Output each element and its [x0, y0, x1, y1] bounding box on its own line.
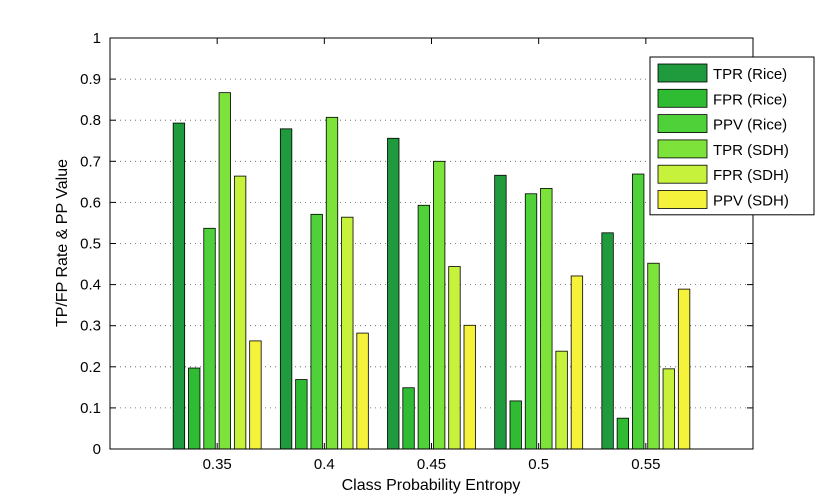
- legend-swatch: [657, 190, 708, 209]
- bar-ppv-sdh-0.5: [570, 275, 584, 450]
- bar-fpr-rice-0.35: [188, 367, 201, 450]
- bar-ppv-rice-0.35: [203, 227, 216, 450]
- x-tick-label: 0.35: [203, 456, 232, 473]
- legend-label: TPR (Rice): [713, 66, 787, 83]
- bar-tpr-rice-0.4: [279, 128, 293, 450]
- bar-tpr-rice-0.5: [494, 174, 507, 450]
- bar-fpr-sdh-0.45: [448, 266, 461, 450]
- bar-ppv-rice-0.5: [524, 193, 538, 450]
- legend-swatch: [657, 139, 708, 159]
- x-axis-label: Class Probability Entropy: [342, 477, 521, 494]
- bar-ppv-rice-0.55: [632, 173, 645, 450]
- bar-fpr-sdh-0.4: [341, 216, 354, 450]
- bar-fpr-rice-0.45: [402, 387, 415, 450]
- bar-fpr-rice-0.55: [616, 417, 630, 450]
- x-tick-label: 0.55: [631, 456, 660, 473]
- bar-fpr-rice-0.5: [509, 400, 522, 450]
- legend-swatch: [657, 114, 708, 133]
- x-tick-label: 0.4: [314, 456, 335, 473]
- bar-fpr-sdh-0.35: [233, 175, 247, 450]
- bar-ppv-sdh-0.45: [463, 324, 476, 450]
- bar-fpr-sdh-0.55: [662, 368, 675, 450]
- bar-tpr-sdh-0.4: [325, 116, 339, 450]
- bar-tpr-rice-0.45: [387, 137, 400, 450]
- legend-label: TPR (SDH): [713, 142, 789, 159]
- bar-ppv-sdh-0.4: [356, 332, 369, 450]
- y-tick-label: 0.2: [80, 359, 101, 376]
- legend-box: [649, 56, 815, 216]
- legend-swatch: [657, 164, 708, 184]
- y-tick-label: 0.4: [80, 277, 101, 294]
- bar-fpr-rice-0.4: [295, 379, 308, 450]
- y-tick-label: 0.7: [80, 153, 101, 170]
- legend-label: PPV (Rice): [713, 117, 787, 134]
- bar-ppv-sdh-0.35: [249, 340, 262, 450]
- bar-fpr-sdh-0.5: [555, 350, 568, 450]
- bar-ppv-sdh-0.55: [677, 288, 691, 450]
- bar-tpr-sdh-0.5: [540, 188, 553, 450]
- bar-tpr-sdh-0.45: [432, 160, 446, 450]
- y-tick-label: 0.8: [80, 112, 101, 129]
- bar-ppv-rice-0.45: [417, 204, 431, 450]
- y-tick-label: 0.1: [80, 400, 101, 417]
- legend-label: PPV (SDH): [713, 193, 789, 210]
- bar-tpr-rice-0.55: [601, 232, 614, 450]
- y-tick-label: 0.9: [80, 71, 101, 88]
- grid-lines: [110, 78, 753, 409]
- legend-label: FPR (Rice): [713, 91, 787, 108]
- y-axis-label: TP/FP Rate & PP Value: [54, 159, 71, 327]
- x-tick-label: 0.5: [528, 456, 549, 473]
- x-tick-label: 0.45: [417, 456, 446, 473]
- bar-tpr-rice-0.35: [172, 122, 186, 450]
- x-axis-ticks: 0.35 0.4 0.45 0.5 0.55: [203, 38, 660, 473]
- legend-swatch: [657, 63, 708, 83]
- bar-tpr-sdh-0.55: [647, 262, 660, 450]
- y-tick-label: 0: [93, 441, 101, 458]
- bar-tpr-sdh-0.35: [218, 92, 231, 450]
- y-tick-label: 0.5: [80, 236, 101, 253]
- y-tick-label: 0.6: [80, 194, 101, 211]
- bar-ppv-rice-0.4: [310, 213, 323, 450]
- y-tick-label: 0.3: [80, 318, 101, 335]
- legend-swatch: [657, 88, 708, 108]
- legend-label: FPR (SDH): [713, 167, 789, 184]
- legend: TPR (Rice) FPR (Rice) PPV (Rice) TPR (SDH) F…: [649, 56, 815, 216]
- y-tick-label: 1: [93, 30, 101, 47]
- y-axis-ticks: 0 0.1 0.2 0.3 0.4 0.5 0.6 0.7 0.8 0.9 1: [80, 30, 753, 458]
